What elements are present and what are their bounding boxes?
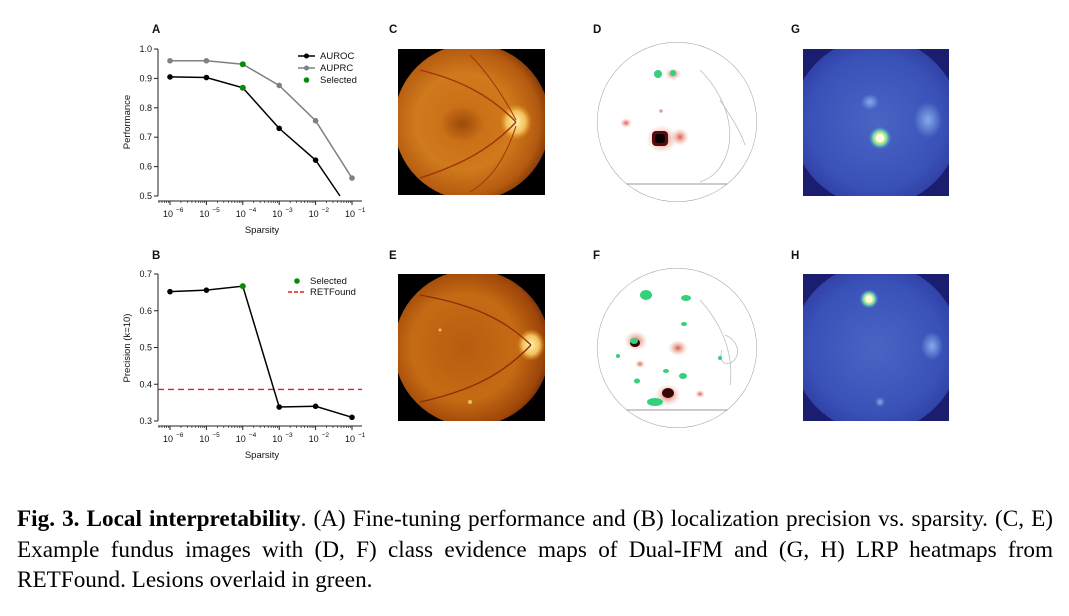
- chart-a-ylabel: Performance: [122, 95, 133, 149]
- y-tick-label: 0.5: [139, 343, 152, 353]
- chart-b-precision: 0.30.40.50.60.710 −6 10 −5 10 −4 10 −3 10 −2 10 −1 …: [122, 269, 366, 461]
- x-tick-exponent: −2: [322, 432, 330, 439]
- x-tick-exponent: −5: [212, 432, 220, 439]
- data-point: [312, 117, 319, 124]
- y-tick-label: 0.4: [139, 379, 152, 389]
- y-tick-label: 1.0: [139, 44, 152, 54]
- x-tick-label: 10: [163, 209, 173, 219]
- x-tick-exponent: −4: [249, 207, 257, 214]
- data-point: [203, 287, 210, 293]
- data-point: [349, 175, 355, 181]
- x-tick-label: 10: [236, 209, 246, 219]
- panel-letter-g: G: [791, 24, 800, 36]
- selected-point: [239, 84, 246, 91]
- fundus-image-c: [398, 49, 545, 195]
- caption-title: Local interpretability: [86, 506, 301, 532]
- lrp-heatmap-g: [803, 49, 949, 196]
- x-tick-exponent: −2: [322, 207, 330, 214]
- legend-swatch-marker: [304, 65, 309, 71]
- data-point: [312, 157, 319, 163]
- caption-label: Fig. 3.: [17, 506, 80, 532]
- lrp-heatmap-h: [803, 274, 949, 421]
- chart-a-xlabel: Sparsity: [245, 225, 280, 236]
- y-tick-label: 0.6: [139, 162, 152, 172]
- selected-point: [239, 283, 246, 290]
- data-point: [312, 403, 319, 410]
- panel-letter-d: D: [593, 24, 601, 36]
- chart-a-performance: 0.50.60.70.80.91.010 −6 10 −5 10 −4 10 −3 10 −2 10…: [122, 44, 366, 236]
- data-point: [167, 57, 173, 64]
- figure-caption: Fig. 3. Local interpretability. (A) Fine…: [17, 504, 1053, 596]
- x-tick-label: 10: [199, 434, 209, 444]
- figure-canvas: A C D G B E F H: [152, 24, 949, 428]
- data-point: [276, 404, 283, 410]
- panel-letter-f: F: [593, 250, 600, 262]
- x-tick-exponent: −5: [212, 207, 220, 214]
- y-tick-label: 0.5: [139, 191, 152, 201]
- y-tick-label: 0.7: [139, 132, 152, 142]
- data-point: [203, 74, 210, 81]
- evidence-map-f: [597, 268, 757, 428]
- x-tick-exponent: −6: [176, 207, 184, 214]
- data-point: [203, 57, 210, 64]
- series-line-precision: [169, 285, 353, 419]
- evidence-map-d: [597, 42, 757, 202]
- chart-b-xlabel: Sparsity: [245, 450, 280, 461]
- x-tick-exponent: −1: [358, 207, 366, 214]
- selected-point: [239, 61, 246, 68]
- legend-label: Selected: [310, 276, 347, 287]
- y-tick-label: 0.8: [139, 103, 152, 113]
- x-tick-exponent: −3: [285, 207, 293, 214]
- x-tick-exponent: −3: [285, 432, 293, 439]
- x-tick-label: 10: [163, 434, 173, 444]
- x-tick-exponent: −1: [358, 432, 366, 439]
- x-tick-label: 10: [345, 434, 355, 444]
- x-tick-label: 10: [272, 434, 282, 444]
- data-point: [349, 414, 355, 421]
- legend-label: Selected: [320, 75, 357, 86]
- x-tick-label: 10: [309, 434, 319, 444]
- panel-letter-b: B: [152, 250, 160, 262]
- data-point: [276, 125, 283, 132]
- legend-swatch-marker: [303, 77, 310, 83]
- caption-text: . (A) Fine-tuning performance and (B) lo…: [17, 506, 1054, 593]
- legend-label: AUROC: [320, 51, 354, 62]
- x-tick-label: 10: [236, 434, 246, 444]
- x-tick-label: 10: [345, 209, 355, 219]
- series-line-auroc: [169, 76, 341, 197]
- data-point: [167, 288, 173, 295]
- fundus-image-e: [398, 274, 545, 421]
- panel-letter-c: C: [389, 24, 397, 36]
- panel-letter-e: E: [389, 250, 397, 262]
- data-point: [276, 82, 283, 89]
- legend-swatch-marker: [294, 278, 300, 284]
- panel-letter-h: H: [791, 250, 799, 262]
- series-line-auprc: [170, 60, 353, 179]
- legend-swatch-marker: [304, 53, 309, 59]
- legend-label: RETFound: [310, 287, 356, 298]
- data-point: [167, 74, 173, 80]
- y-tick-label: 0.9: [139, 73, 152, 83]
- x-tick-exponent: −4: [249, 432, 257, 439]
- x-tick-label: 10: [199, 209, 209, 219]
- x-tick-exponent: −6: [176, 432, 184, 439]
- y-tick-label: 0.7: [139, 269, 152, 279]
- panel-letter-a: A: [152, 24, 160, 36]
- y-tick-label: 0.6: [139, 306, 152, 316]
- chart-b-ylabel: Precision (k=10): [122, 314, 133, 383]
- legend-label: AUPRC: [320, 63, 353, 74]
- x-tick-label: 10: [309, 209, 319, 219]
- x-tick-label: 10: [272, 209, 282, 219]
- y-tick-label: 0.3: [139, 416, 152, 426]
